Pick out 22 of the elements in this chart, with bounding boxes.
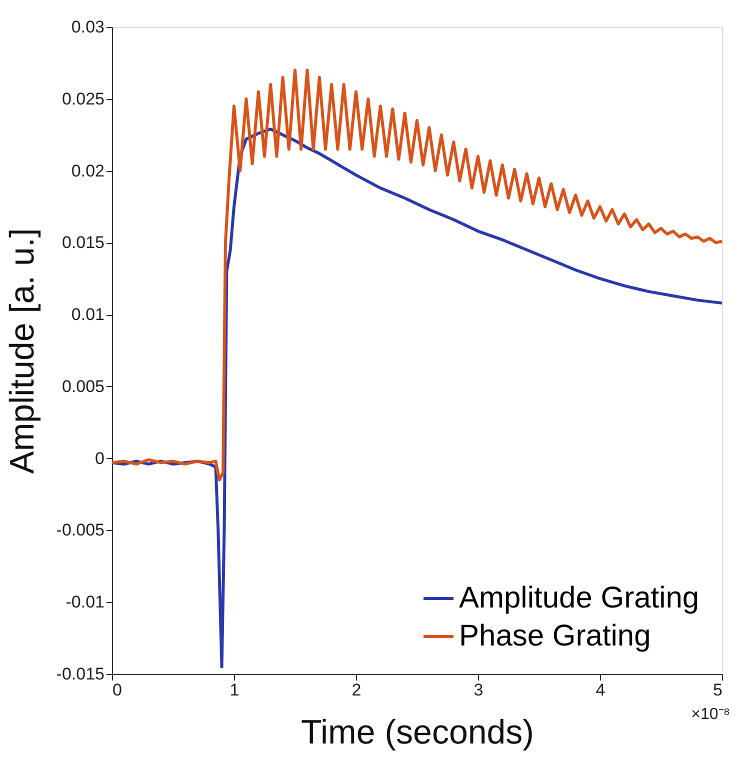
x-tick-label: 1	[230, 680, 240, 700]
x-axis-title: Time (seconds)	[300, 714, 534, 752]
x-tick-label: 0	[112, 680, 122, 700]
y-tick-label: 0.03	[71, 18, 104, 36]
line-series	[110, 68, 724, 482]
legend-label: Phase Grating	[459, 620, 651, 652]
legend-label: Amplitude Grating	[459, 582, 700, 614]
x-tick-label: 3	[474, 680, 484, 700]
y-tick-label: 0.015	[62, 233, 104, 252]
y-tick-label: 0.005	[62, 376, 104, 396]
y-tick-label: 0.01	[71, 305, 104, 324]
y-tick-label: -0.005	[56, 520, 104, 540]
x-tick-label: 4	[596, 680, 606, 700]
y-tick-label: -0.01	[66, 592, 104, 612]
y-tick-label: -0.015	[56, 664, 104, 684]
y-tick-label: 0	[95, 448, 104, 468]
text: ×10⁻⁸	[691, 706, 730, 723]
y-tick-label: 0.02	[71, 161, 104, 180]
y-tick-label: 0.025	[62, 89, 104, 108]
x-tick-label: 2	[352, 680, 362, 700]
x-tick-label: 5	[713, 680, 722, 700]
y-axis-title: Amplitude [a. u.]	[3, 228, 42, 474]
